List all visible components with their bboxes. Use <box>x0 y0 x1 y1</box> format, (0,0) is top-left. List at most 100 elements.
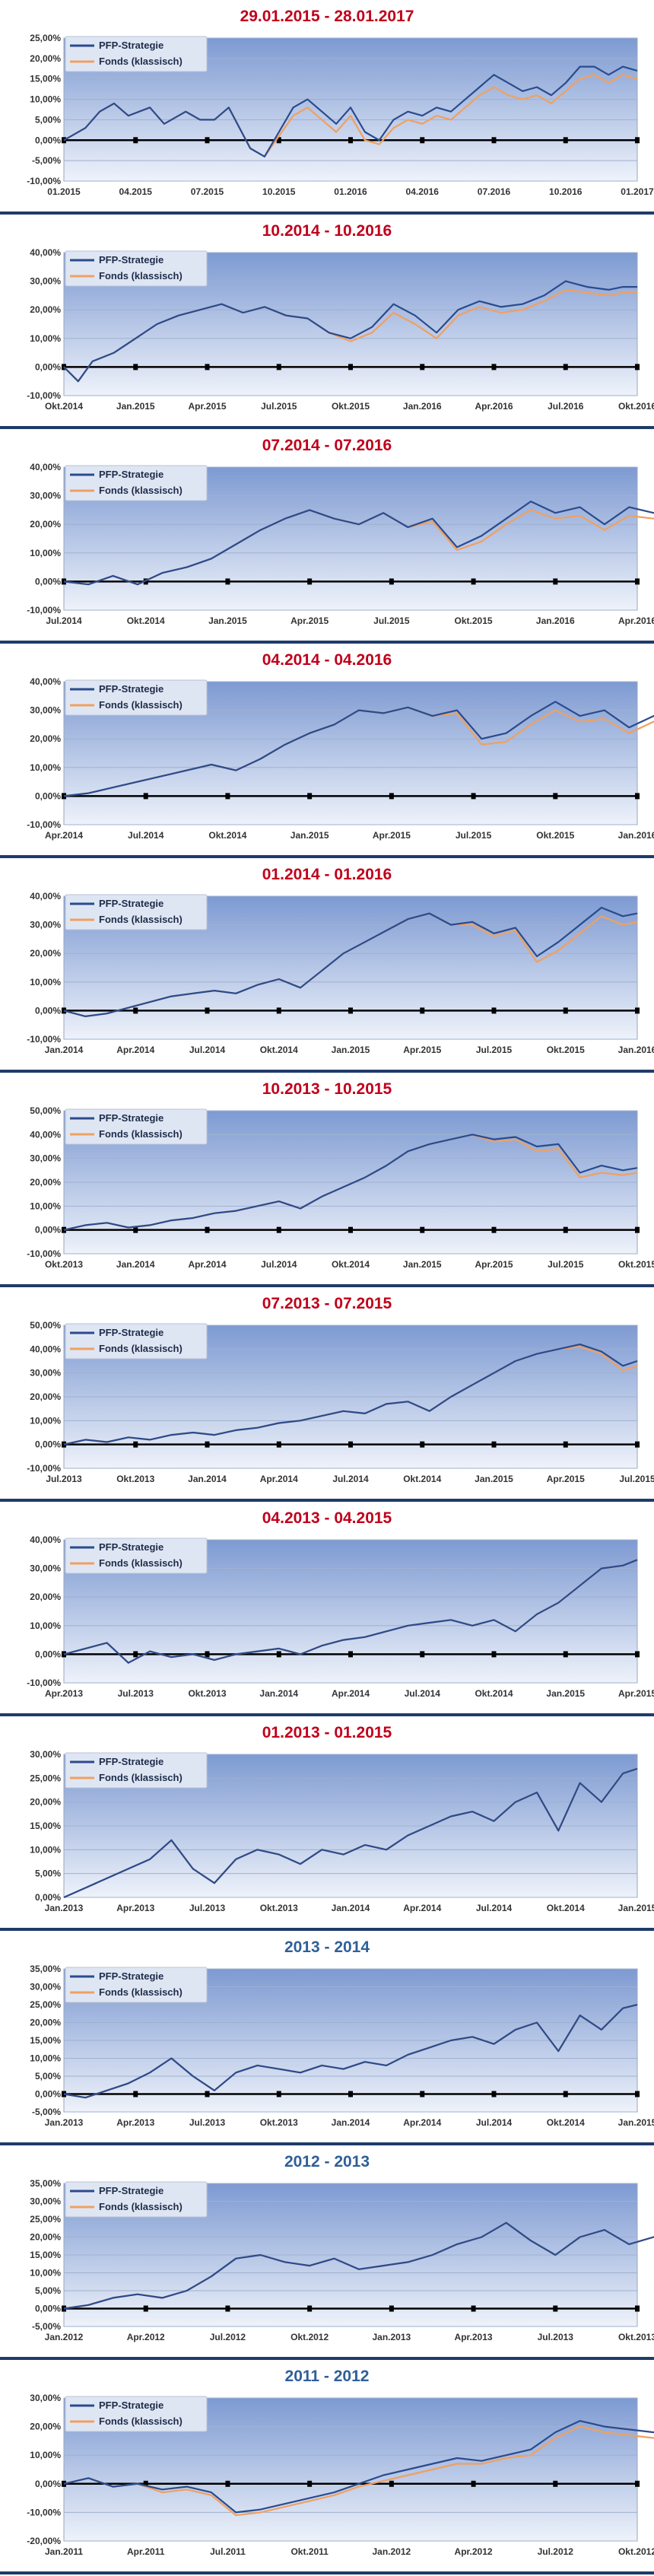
x-tick-label: Okt.2013 <box>188 1688 226 1699</box>
axis-tick-marker <box>62 2480 66 2487</box>
line-chart: 0,00% 5,00% 10,00% 15,00% 20,00% 25,00% 30,00%… <box>30 1749 654 1913</box>
x-tick-label: Jan.2013 <box>45 2117 84 2128</box>
y-tick-label: 30,00% <box>30 705 61 716</box>
x-tick-label: Jul.2014 <box>332 1474 369 1484</box>
x-tick-label: Jul.2014 <box>128 830 164 841</box>
axis-tick-marker <box>348 1651 353 1658</box>
axis-tick-marker <box>563 1007 568 1014</box>
y-tick-label: 20,00% <box>30 53 61 64</box>
y-tick-label: 10,00% <box>30 1620 61 1631</box>
chart-title: 07.2014 - 07.2016 <box>262 437 392 454</box>
x-tick-label: Apr.2014 <box>332 1688 370 1699</box>
axis-tick-marker <box>420 1651 425 1658</box>
legend-box <box>65 465 208 501</box>
x-tick-label: Jul.2014 <box>189 1045 226 1055</box>
y-tick-label: 30,00% <box>30 1982 61 1992</box>
x-tick-label: Okt.2015 <box>547 1045 585 1055</box>
x-tick-label: Apr.2014 <box>45 830 83 841</box>
y-tick-label: 10,00% <box>30 1201 61 1211</box>
x-tick-label: Apr.2012 <box>127 2332 165 2342</box>
x-tick-label: Okt.2015 <box>536 830 574 841</box>
y-tick-label: 25,00% <box>30 1773 61 1783</box>
x-tick-label: Jan.2013 <box>372 2332 411 2342</box>
series-line-pfp-strategie <box>63 1134 638 1231</box>
y-tick-label: 50,00% <box>30 1105 61 1116</box>
axis-tick-marker <box>420 1226 425 1233</box>
axis-tick-marker <box>389 2305 394 2312</box>
y-tick-label: 20,00% <box>30 1797 61 1808</box>
x-tick-label: Jul.2015 <box>261 401 297 412</box>
legend: PFP-Strategie Fonds (klassisch) <box>65 36 208 72</box>
axis-tick-marker <box>348 1226 353 1233</box>
x-tick-label: Okt.2015 <box>455 615 493 626</box>
chart-panel: 2012 - 2013 -5,00% 0,00% 5,00% 10,00% 15,00% 2… <box>0 2145 654 2360</box>
x-tick-label: Jul.2011 <box>210 2546 246 2557</box>
x-tick-label: Jul.2012 <box>210 2332 246 2342</box>
legend: PFP-Strategie Fonds (klassisch) <box>65 2181 208 2218</box>
x-tick-label: Jan.2015 <box>290 830 329 841</box>
axis-tick-marker <box>471 793 476 800</box>
chart-title: 01.2014 - 01.2016 <box>262 866 392 883</box>
chart-panel: 2011 - 2012 -20,00% -10,00% 0,00% 10,00% 20,0… <box>0 2360 654 2574</box>
y-tick-label: 20,00% <box>30 2018 61 2028</box>
legend-label-fonds: Fonds (klassisch) <box>99 1343 183 1354</box>
x-tick-label: Jan.2014 <box>332 1903 370 1913</box>
axis-tick-marker <box>563 137 568 144</box>
legend: PFP-Strategie Fonds (klassisch) <box>65 1752 208 1789</box>
axis-tick-marker <box>635 364 640 370</box>
line-chart: -10,00% -5,00% 0,00% 5,00% 10,00% 15,00% 20,00… <box>27 33 654 197</box>
x-tick-label: Jul.2015 <box>619 1474 654 1484</box>
y-tick-label: -10,00% <box>27 176 61 186</box>
axis-tick-marker <box>143 2305 148 2312</box>
y-tick-label: 15,00% <box>30 2035 61 2046</box>
axis-tick-marker <box>553 793 558 800</box>
axis-tick-marker <box>491 364 497 370</box>
x-tick-label: Jul.2013 <box>189 2117 226 2128</box>
x-tick-label: Okt.2014 <box>45 401 83 412</box>
x-tick-label: Jan.2015 <box>618 2117 654 2128</box>
axis-tick-marker <box>225 578 230 585</box>
legend-box <box>65 250 208 287</box>
y-tick-label: 5,00% <box>35 2071 61 2081</box>
y-tick-label: 10,00% <box>30 548 61 558</box>
chart-panel: 01.2013 - 01.2015 0,00% 5,00% 10,00% 15,00% 2… <box>0 1716 654 1931</box>
y-tick-label: 30,00% <box>30 2196 61 2207</box>
axis-tick-marker <box>225 2480 230 2487</box>
chart-panel: 2013 - 2014 -5,00% 0,00% 5,00% 10,00% 15,00% 2… <box>0 1931 654 2145</box>
legend-box <box>65 36 208 72</box>
x-tick-label: Apr.2011 <box>127 2546 165 2557</box>
y-tick-label: 40,00% <box>30 1344 61 1354</box>
x-tick-label: Okt.2013 <box>116 1474 154 1484</box>
x-tick-label: Apr.2014 <box>260 1474 298 1484</box>
x-tick-label: Okt.2015 <box>618 1259 654 1270</box>
legend-label-pfp-strategie: PFP-Strategie <box>99 2399 164 2411</box>
y-tick-label: 20,00% <box>30 948 61 959</box>
y-tick-label: 20,00% <box>30 2422 61 2432</box>
panel-separator <box>0 2142 654 2145</box>
line-chart: -5,00% 0,00% 5,00% 10,00% 15,00% 20,00% 25,00%… <box>30 1964 654 2128</box>
x-tick-label: Okt.2014 <box>547 1903 585 1913</box>
x-tick-label: Apr.2013 <box>45 1688 83 1699</box>
series-line-pfp-strategie <box>63 1559 638 1664</box>
x-tick-label: Okt.2014 <box>403 1474 441 1484</box>
legend-label-fonds: Fonds (klassisch) <box>99 699 183 711</box>
x-tick-label: Jan.2014 <box>45 1045 84 1055</box>
y-tick-label: -10,00% <box>27 1463 61 1474</box>
axis-tick-marker <box>205 1226 210 1233</box>
chart-title: 10.2013 - 10.2015 <box>262 1080 392 1098</box>
chart-title: 29.01.2015 - 28.01.2017 <box>240 8 414 25</box>
x-tick-label: Jul.2015 <box>476 1045 513 1055</box>
x-tick-label: Jul.2013 <box>46 1474 82 1484</box>
legend-label-fonds: Fonds (klassisch) <box>99 485 183 496</box>
y-tick-label: 30,00% <box>30 2393 61 2403</box>
y-tick-label: 20,00% <box>30 1391 61 1402</box>
chart-title: 07.2013 - 07.2015 <box>262 1295 392 1312</box>
y-tick-label: 50,00% <box>30 1320 61 1331</box>
y-tick-label: 25,00% <box>30 33 61 43</box>
x-tick-label: Jul.2014 <box>405 1688 441 1699</box>
series-line-pfp-strategie <box>63 500 654 586</box>
legend: PFP-Strategie Fonds (klassisch) <box>65 1108 208 1145</box>
panel-separator <box>0 2571 654 2574</box>
y-tick-label: 20,00% <box>30 2232 61 2243</box>
